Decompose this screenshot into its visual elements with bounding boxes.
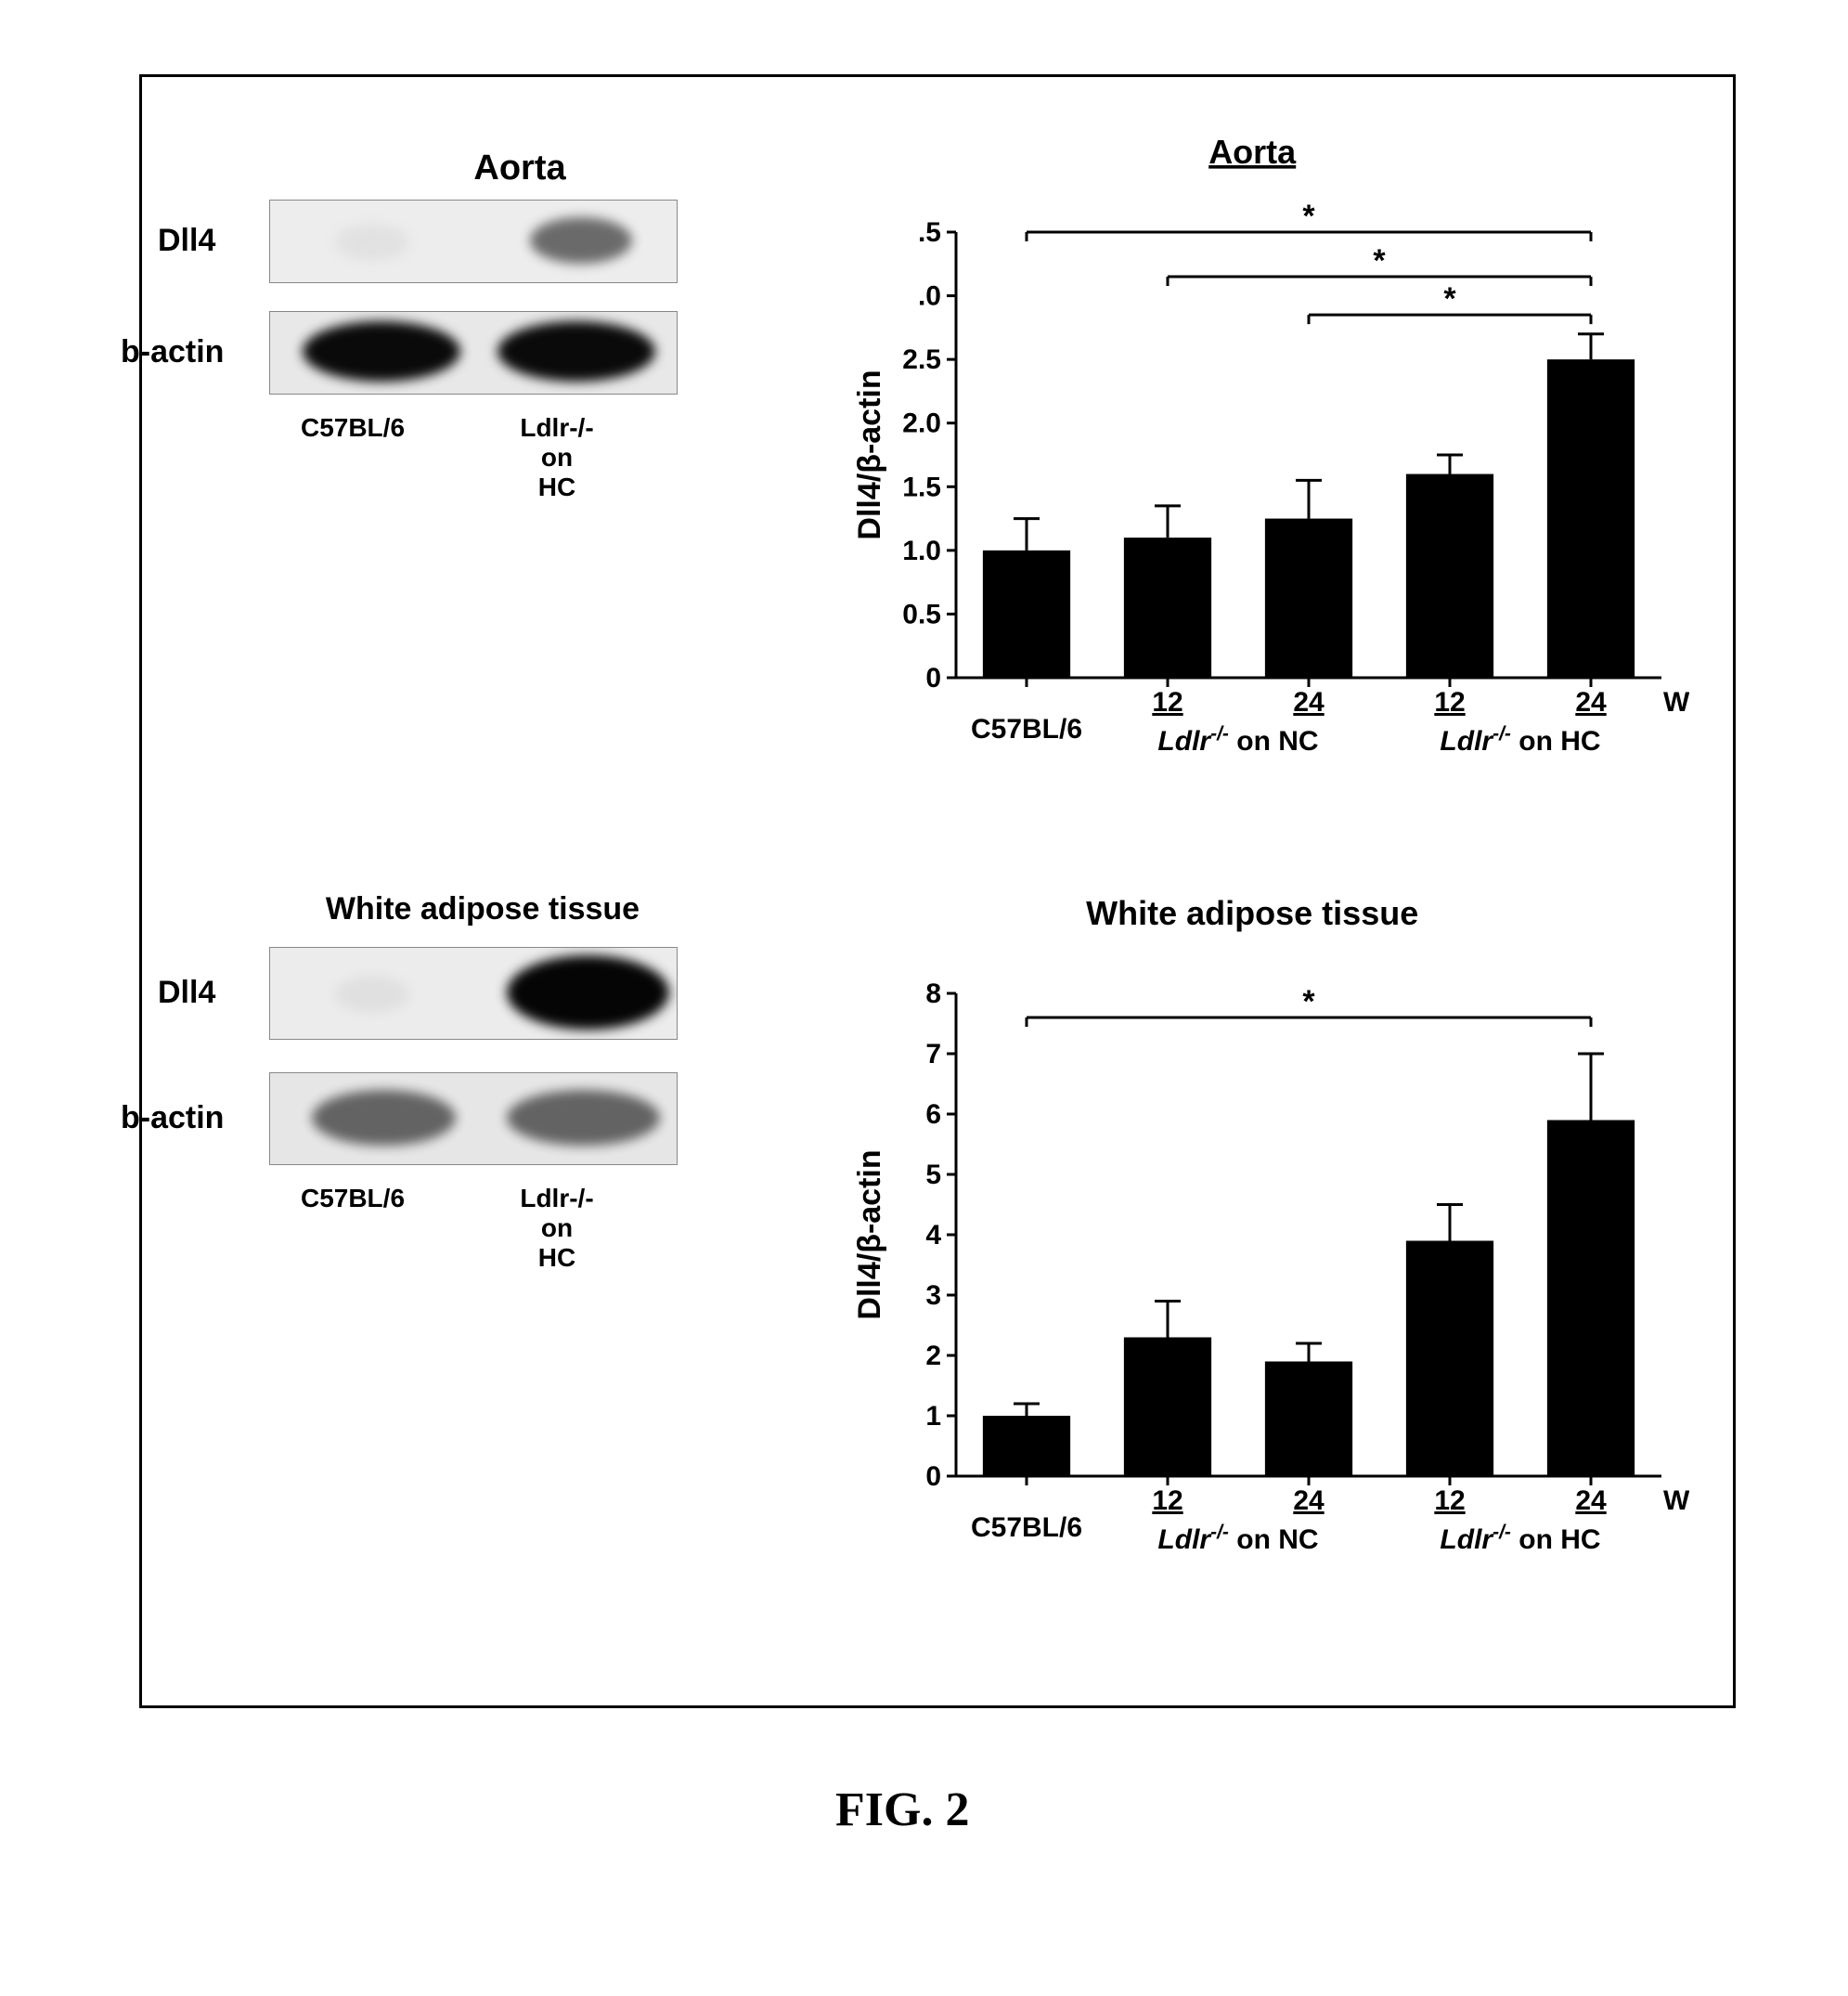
svg-text:12: 12 bbox=[1152, 1485, 1182, 1516]
svg-text:5: 5 bbox=[925, 1160, 941, 1190]
svg-text:.0: .0 bbox=[918, 281, 941, 312]
blot-aorta-title: Aorta bbox=[399, 149, 640, 188]
chart-wat: White adipose tissue012345678Dll4/β-acti… bbox=[854, 891, 1689, 1634]
blot-panel-wat: White adipose tissue Dll4 b-actin C57BL/… bbox=[213, 891, 733, 1411]
svg-text:12: 12 bbox=[1152, 687, 1182, 718]
svg-text:2: 2 bbox=[925, 1341, 941, 1371]
svg-text:6: 6 bbox=[925, 1099, 941, 1130]
blot-wat-row1-label: b-actin bbox=[121, 1100, 224, 1136]
svg-text:1.5: 1.5 bbox=[902, 472, 941, 502]
svg-text:*: * bbox=[1443, 281, 1456, 317]
svg-text:24: 24 bbox=[1293, 1485, 1325, 1516]
svg-text:Ldlr-/- on NC: Ldlr-/- on NC bbox=[1157, 723, 1318, 758]
blot-aorta-lane1: Ldlr-/- on HC bbox=[483, 413, 631, 502]
blot-aorta-row0-label: Dll4 bbox=[158, 223, 215, 259]
svg-text:Aorta: Aorta bbox=[1208, 133, 1297, 171]
svg-text:2.0: 2.0 bbox=[902, 408, 941, 439]
svg-text:C57BL/6: C57BL/6 bbox=[971, 714, 1082, 745]
blot-aorta-row1-label: b-actin bbox=[121, 334, 224, 370]
svg-text:12: 12 bbox=[1434, 687, 1465, 718]
svg-text:C57BL/6: C57BL/6 bbox=[971, 1512, 1082, 1543]
blot-wat-row0-strip bbox=[269, 947, 678, 1040]
svg-text:4: 4 bbox=[925, 1220, 941, 1251]
svg-text:*: * bbox=[1302, 199, 1315, 234]
svg-text:24: 24 bbox=[1293, 687, 1325, 718]
blot-wat-lane0: C57BL/6 bbox=[278, 1184, 427, 1213]
svg-text:Ldlr-/- on HC: Ldlr-/- on HC bbox=[1440, 1522, 1600, 1556]
svg-text:3: 3 bbox=[925, 1280, 941, 1311]
svg-text:0: 0 bbox=[925, 1461, 941, 1492]
blot-wat-row1-strip bbox=[269, 1072, 678, 1165]
figure-label: FIG. 2 bbox=[835, 1782, 969, 1837]
chart-wat-svg: White adipose tissue012345678Dll4/β-acti… bbox=[854, 891, 1689, 1634]
blot-aorta-lane0: C57BL/6 bbox=[278, 413, 427, 443]
blot-aorta-row0-strip bbox=[269, 200, 678, 283]
svg-text:12: 12 bbox=[1434, 1485, 1465, 1516]
svg-text:24: 24 bbox=[1575, 1485, 1607, 1516]
svg-text:*: * bbox=[1373, 243, 1386, 279]
svg-text:7: 7 bbox=[925, 1039, 941, 1069]
svg-text:Ldlr-/- on HC: Ldlr-/- on HC bbox=[1440, 723, 1600, 758]
svg-text:Wks: Wks bbox=[1663, 687, 1689, 718]
svg-text:24: 24 bbox=[1575, 687, 1607, 718]
svg-text:0.5: 0.5 bbox=[902, 599, 941, 629]
svg-text:1.0: 1.0 bbox=[902, 536, 941, 566]
svg-text:*: * bbox=[1302, 984, 1315, 1019]
svg-text:White adipose tissue: White adipose tissue bbox=[1086, 894, 1418, 932]
blot-wat-title: White adipose tissue bbox=[288, 891, 678, 927]
svg-text:0: 0 bbox=[925, 663, 941, 693]
svg-text:Wks: Wks bbox=[1663, 1485, 1689, 1516]
svg-text:.5: .5 bbox=[918, 217, 941, 248]
blot-wat-row0-label: Dll4 bbox=[158, 975, 215, 1011]
chart-aorta: Aorta 0 0.5 1.0 1.5 2.0 2.5 .0 .5 Dll4/β-actin C57… bbox=[854, 130, 1689, 836]
chart-aorta-svg: Aorta 0 0.5 1.0 1.5 2.0 2.5 .0 .5 Dll4/β-actin C57… bbox=[854, 130, 1689, 836]
svg-text:8: 8 bbox=[925, 979, 941, 1009]
blot-aorta-row1-strip bbox=[269, 311, 678, 395]
blot-wat-lane1: Ldlr-/- on HC bbox=[483, 1184, 631, 1273]
svg-text:Dll4/β-actin: Dll4/β-actin bbox=[854, 369, 887, 539]
svg-text:Ldlr-/- on NC: Ldlr-/- on NC bbox=[1157, 1522, 1318, 1556]
svg-text:1: 1 bbox=[925, 1401, 941, 1432]
svg-text:2.5: 2.5 bbox=[902, 344, 941, 375]
svg-text:Dll4/β-actin: Dll4/β-actin bbox=[854, 1149, 887, 1319]
blot-panel-aorta: Aorta Dll4 b-actin C57BL/6 Ldlr-/- on HC bbox=[213, 149, 733, 668]
